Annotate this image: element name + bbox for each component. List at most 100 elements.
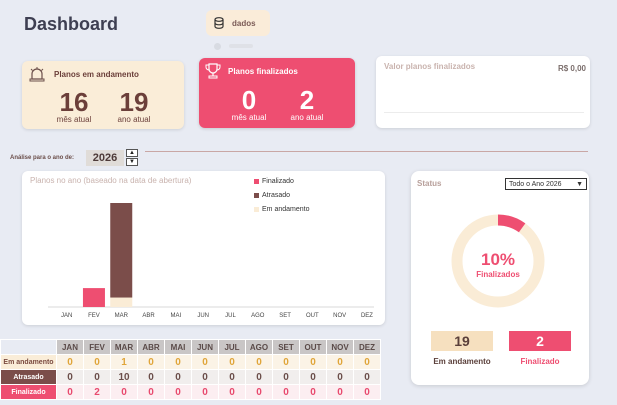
x-tick-label: ABR <box>142 313 155 319</box>
bar-atrasado-mar <box>110 203 133 298</box>
x-tick-label: NOV <box>333 313 346 319</box>
table-row: Atrasado 0 0 10 0 0 0 0 0 0 0 0 0 <box>0 369 381 385</box>
table-cell: 0 <box>164 354 192 370</box>
legend-label: Em andamento <box>262 206 310 213</box>
month-label: mês atual <box>231 113 267 122</box>
card-title: Valor planos finalizados <box>384 62 476 71</box>
card-title: Planos finalizados <box>228 67 298 76</box>
table-header-row: JAN FEV MAR ABR MAI JUN JUL AGO SET OUT … <box>0 339 381 355</box>
table-corner <box>0 339 57 355</box>
card-title: Planos em andamento <box>54 70 139 79</box>
secondary-button[interactable] <box>206 40 270 52</box>
row-label: Finalizado <box>0 384 57 400</box>
table-cell: 0 <box>191 384 219 400</box>
bar-chart: JAN FEV MAR ABR MAI JUN JUL AGO SET OUT NOV DEZ <box>48 203 374 319</box>
month-label: mês atual <box>56 115 92 124</box>
status-card: Status 19 Em andamento 2 Finalizado <box>411 171 589 385</box>
table-cell: 0 <box>137 369 165 385</box>
row-label: Em andamento <box>0 354 57 370</box>
table-cell: 0 <box>191 369 219 385</box>
period-select-value: Todo o Ano 2026 <box>509 180 562 188</box>
x-tick-label: MAI <box>171 313 182 319</box>
year-input[interactable]: 2026 <box>86 150 124 166</box>
table-row: Em andamento 0 0 1 0 0 0 0 0 0 0 0 0 <box>0 354 381 370</box>
month-header: JAN <box>56 339 84 355</box>
database-icon <box>214 17 224 29</box>
bar-finalizado-fev <box>82 288 105 307</box>
year-filter-label: Análise para o ano de: <box>10 155 75 161</box>
chart-card: Planos no ano (baseado na data de abertu… <box>22 171 385 325</box>
month-header: JUN <box>191 339 219 355</box>
month-header: MAI <box>164 339 192 355</box>
year-value: 2 <box>299 85 315 115</box>
table-cell: 0 <box>110 384 138 400</box>
card-finalizados: Planos finalizados 0 mês atual 2 ano atu… <box>199 58 355 128</box>
trophy-icon <box>205 63 221 79</box>
table-cell: 0 <box>245 369 273 385</box>
bar-em-andamento-mar <box>110 297 133 307</box>
table-cell: 0 <box>137 354 165 370</box>
donut-progress <box>451 214 545 308</box>
card-valor-finalizados: Valor planos finalizados R$ 0,00 <box>376 56 590 128</box>
table-cell: 0 <box>218 369 246 385</box>
placeholder-icon <box>214 42 221 50</box>
table-cell: 0 <box>56 354 84 370</box>
em-andamento-count: 19 <box>431 331 493 351</box>
table-cell: 0 <box>245 384 273 400</box>
table-cell: 2 <box>83 384 111 400</box>
alarm-icon <box>29 67 45 82</box>
table-cell: 0 <box>164 384 192 400</box>
legend-label: Finalizado <box>262 178 294 185</box>
status-percent: 10% <box>480 250 516 269</box>
month-header: DEZ <box>353 339 381 355</box>
table-cell: 0 <box>272 354 300 370</box>
data-button[interactable]: dados <box>206 10 270 36</box>
data-button-label: dados <box>232 18 256 28</box>
x-tick-label: OUT <box>306 313 319 319</box>
legend-item-finalizado: Finalizado <box>254 178 294 185</box>
year-down-button[interactable]: ▼ <box>126 158 138 166</box>
table-cell: 0 <box>353 384 381 400</box>
legend-item-atrasado: Atrasado <box>254 192 290 199</box>
x-tick-label: SET <box>279 313 291 319</box>
finalizado-label: Finalizado <box>520 357 560 366</box>
table-cell: 1 <box>110 354 138 370</box>
card-em-andamento: Planos em andamento 16 mês atual 19 ano … <box>22 61 184 129</box>
table-cell: 0 <box>245 354 273 370</box>
status-center-label: Finalizados <box>476 270 520 279</box>
x-tick-label: JUL <box>225 313 236 319</box>
finalizado-count: 2 <box>509 331 571 351</box>
month-value: 16 <box>59 87 89 117</box>
x-tick-label: AGO <box>251 313 265 319</box>
legend-item-em-andamento: Em andamento <box>254 206 309 213</box>
legend-swatch <box>254 179 259 184</box>
table-cell: 0 <box>299 354 327 370</box>
month-header: SET <box>272 339 300 355</box>
period-select[interactable]: Todo o Ano 2026 ▼ <box>505 178 587 190</box>
table-cell: 0 <box>191 354 219 370</box>
table-cell: 0 <box>164 369 192 385</box>
table-cell: 0 <box>326 369 354 385</box>
month-header: AGO <box>245 339 273 355</box>
year-up-button[interactable]: ▲ <box>126 149 138 157</box>
divider <box>384 112 584 113</box>
table-cell: 0 <box>83 354 111 370</box>
table-cell: 0 <box>272 369 300 385</box>
month-value: 0 <box>241 85 257 115</box>
table-cell: 10 <box>110 369 138 385</box>
em-andamento-label: Em andamento <box>433 357 491 366</box>
table-cell: 0 <box>218 354 246 370</box>
year-label: ano atual <box>117 115 151 124</box>
month-header: ABR <box>137 339 165 355</box>
table-cell: 0 <box>326 384 354 400</box>
year-label: ano atual <box>290 113 324 122</box>
chevron-down-icon: ▼ <box>576 180 583 188</box>
table-cell: 0 <box>353 354 381 370</box>
x-tick-label: MAR <box>115 313 129 319</box>
table-cell: 0 <box>218 384 246 400</box>
table-cell: 0 <box>137 384 165 400</box>
table-cell: 0 <box>56 369 84 385</box>
month-header: MAR <box>110 339 138 355</box>
chart-title: Planos no ano (baseado na data de abertu… <box>30 176 192 185</box>
month-header: JUL <box>218 339 246 355</box>
